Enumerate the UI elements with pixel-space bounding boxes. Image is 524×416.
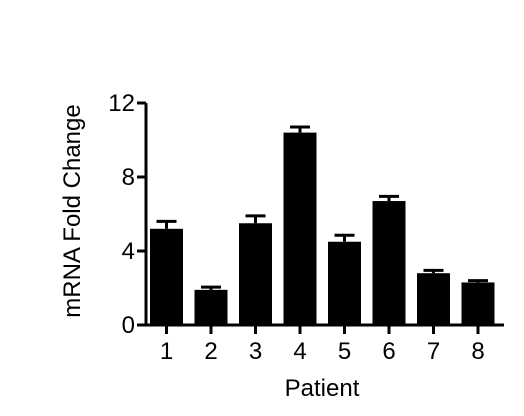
y-tick-label: 4 — [122, 238, 135, 265]
x-tick-label: 7 — [427, 338, 440, 365]
x-tick-label: 6 — [382, 338, 395, 365]
bar-patient-6 — [372, 201, 406, 325]
x-tick-label: 5 — [338, 338, 351, 365]
x-tick-label: 4 — [293, 338, 306, 365]
bar-patient-2 — [194, 289, 228, 325]
y-tick-label: 8 — [122, 164, 135, 191]
x-tick-label: 1 — [160, 338, 173, 365]
x-ticks: 1 2 3 4 5 6 7 8 — [160, 325, 485, 365]
bar-patient-3 — [239, 223, 272, 325]
error-bars — [156, 125, 488, 290]
y-axis-title: mRNA Fold Change — [59, 104, 86, 317]
y-tick-label: 12 — [108, 90, 135, 117]
bar-patient-7 — [417, 273, 450, 325]
bar-patient-1 — [150, 228, 183, 325]
x-tick-label: 3 — [249, 338, 262, 365]
bars — [150, 132, 495, 325]
bar-patient-5 — [328, 241, 361, 325]
bar-patient-4 — [283, 132, 317, 325]
bar-patient-8 — [461, 282, 495, 325]
x-tick-label: 8 — [471, 338, 484, 365]
x-axis-title: Patient — [285, 375, 360, 402]
y-tick-label: 0 — [122, 312, 135, 339]
y-ticks: 0 4 8 12 — [108, 90, 146, 339]
x-tick-label: 2 — [204, 338, 217, 365]
